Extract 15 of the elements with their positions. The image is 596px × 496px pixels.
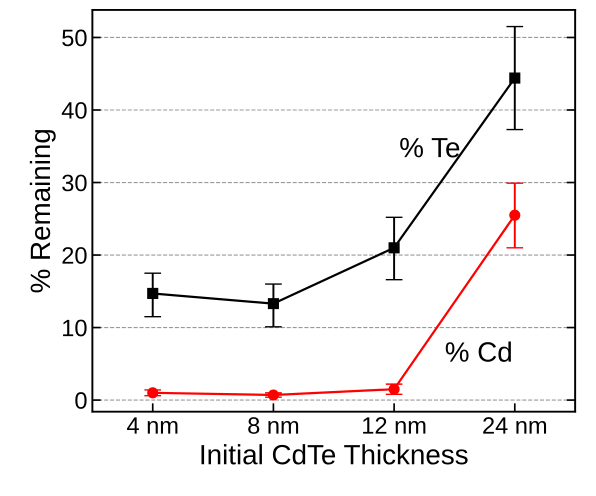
x-tick-label: 12 nm [363, 417, 426, 434]
y-tick-label: 50 [62, 30, 87, 46]
point [147, 288, 158, 300]
x-tick-label: 4 nm [127, 417, 178, 434]
x-tick-label: 24 nm [483, 417, 546, 434]
x-tick-label: 8 nm [248, 417, 298, 434]
series-label: % Te [400, 138, 460, 158]
y-tick-label: 10 [63, 320, 87, 336]
y-tick-label: 20 [62, 247, 87, 264]
y-tick-label: 0 [75, 392, 87, 409]
y-tick-label: 30 [62, 174, 87, 192]
series-label: % Cd [446, 341, 511, 362]
y-axis-title: % Remaining [30, 130, 56, 292]
x-axis-title: Initial CdTe Thickness [201, 444, 468, 465]
y-tick-label: 40 [62, 102, 87, 119]
